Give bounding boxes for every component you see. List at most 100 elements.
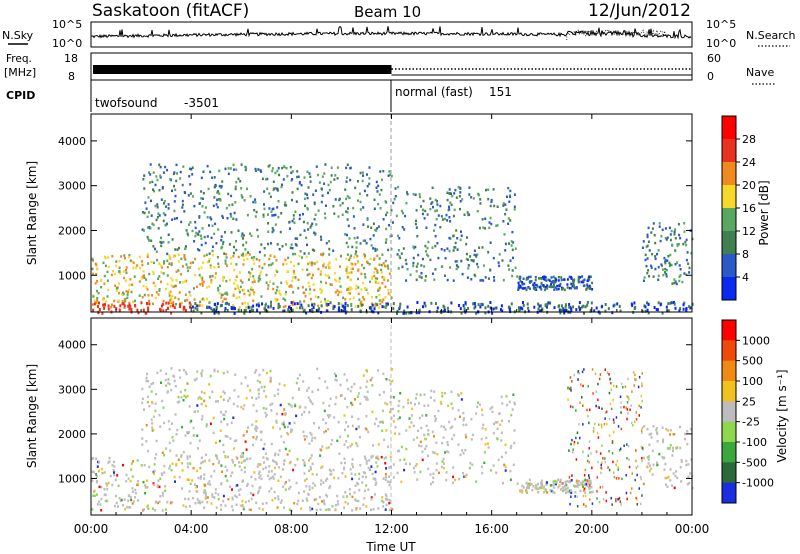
power-cell [644, 253, 647, 257]
power-cell [263, 307, 266, 311]
velocity-cell [477, 401, 479, 404]
power-cell [177, 297, 180, 301]
velocity-cell [321, 500, 323, 503]
power-cell [173, 209, 176, 213]
power-cell [335, 279, 338, 283]
power-cell [557, 287, 560, 291]
power-cell [159, 307, 161, 311]
power-cell [170, 262, 173, 265]
power-cell [401, 226, 404, 229]
velocity-cell [279, 403, 282, 407]
power-cell [248, 253, 251, 256]
power-cell [129, 278, 132, 281]
colorbar-tick-label: -1000 [742, 477, 774, 490]
power-cell [209, 170, 212, 174]
power-cell [681, 280, 684, 284]
power-cell [661, 228, 664, 232]
velocity-cell [440, 425, 443, 428]
power-cell [184, 245, 187, 248]
velocity-cell [153, 463, 156, 466]
velocity-cell [206, 501, 209, 504]
power-cell [388, 170, 391, 173]
velocity-cell [154, 409, 157, 413]
power-cell [320, 300, 322, 303]
power-cell [500, 308, 502, 312]
velocity-cell [367, 430, 370, 434]
velocity-cell [354, 508, 357, 511]
power-cell [333, 305, 336, 309]
colorbar-swatch [722, 381, 736, 402]
velocity-cell [283, 408, 286, 411]
power-cell [354, 252, 357, 256]
power-cell [284, 305, 287, 308]
velocity-cell [579, 401, 581, 405]
colorbar-tick-label: -25 [742, 416, 760, 429]
power-cell [377, 281, 380, 285]
velocity-cell [132, 500, 135, 503]
power-cell [487, 188, 490, 191]
power-cell [384, 259, 387, 263]
power-cell [211, 245, 214, 248]
power-cell [306, 196, 309, 200]
power-cell [293, 302, 296, 306]
power-cell [121, 302, 124, 306]
velocity-cell [226, 469, 229, 472]
power-cell [214, 302, 216, 306]
power-cell [349, 292, 352, 295]
power-cell [446, 198, 449, 202]
power-cell [134, 303, 136, 307]
power-cell [363, 239, 366, 242]
velocity-cell [203, 491, 206, 494]
velocity-cell [178, 400, 181, 403]
velocity-cell [241, 503, 244, 507]
power-cell [518, 284, 521, 287]
velocity-cell [665, 483, 667, 486]
power-cell [390, 234, 393, 237]
velocity-cell [650, 467, 653, 470]
noise-trace [90, 25, 692, 41]
power-cell [534, 276, 537, 279]
power-cell [255, 210, 258, 214]
power-cell [385, 303, 388, 307]
velocity-cell [423, 404, 426, 408]
velocity-cell [131, 490, 134, 493]
power-cell [162, 212, 165, 215]
power-cell [468, 193, 471, 196]
power-cell [284, 293, 287, 296]
velocity-cell [122, 463, 124, 467]
power-cell [174, 248, 177, 251]
velocity-cell [112, 460, 115, 464]
velocity-cell [521, 484, 524, 488]
power-cell [324, 300, 327, 304]
velocity-cell [600, 423, 603, 427]
power-cell [252, 308, 254, 312]
power-cell [270, 304, 272, 308]
power-cell [220, 293, 223, 297]
y-tick-label: 1000 [58, 472, 86, 485]
velocity-cell [322, 481, 325, 484]
power-cell [578, 305, 580, 309]
velocity-cell [457, 409, 460, 412]
power-cell [436, 242, 439, 245]
velocity-cell [671, 484, 673, 487]
velocity-cell [528, 486, 530, 490]
velocity-cell [386, 403, 389, 406]
power-cell [674, 228, 677, 231]
velocity-cell [303, 438, 306, 441]
power-cell [191, 305, 194, 309]
velocity-cell [652, 425, 655, 428]
power-cell [379, 302, 382, 306]
velocity-cell [626, 443, 628, 446]
velocity-cell [130, 462, 133, 465]
velocity-cell [446, 443, 449, 447]
velocity-cell [569, 376, 572, 379]
power-cell [150, 239, 153, 242]
velocity-cell [337, 420, 340, 424]
power-cell [235, 240, 237, 243]
velocity-cell [619, 500, 622, 503]
cpid-segment-1-name: twofsound [95, 96, 158, 110]
power-cell [378, 263, 381, 266]
velocity-cell [180, 454, 183, 457]
power-cell [118, 308, 121, 312]
power-cell [210, 281, 213, 284]
